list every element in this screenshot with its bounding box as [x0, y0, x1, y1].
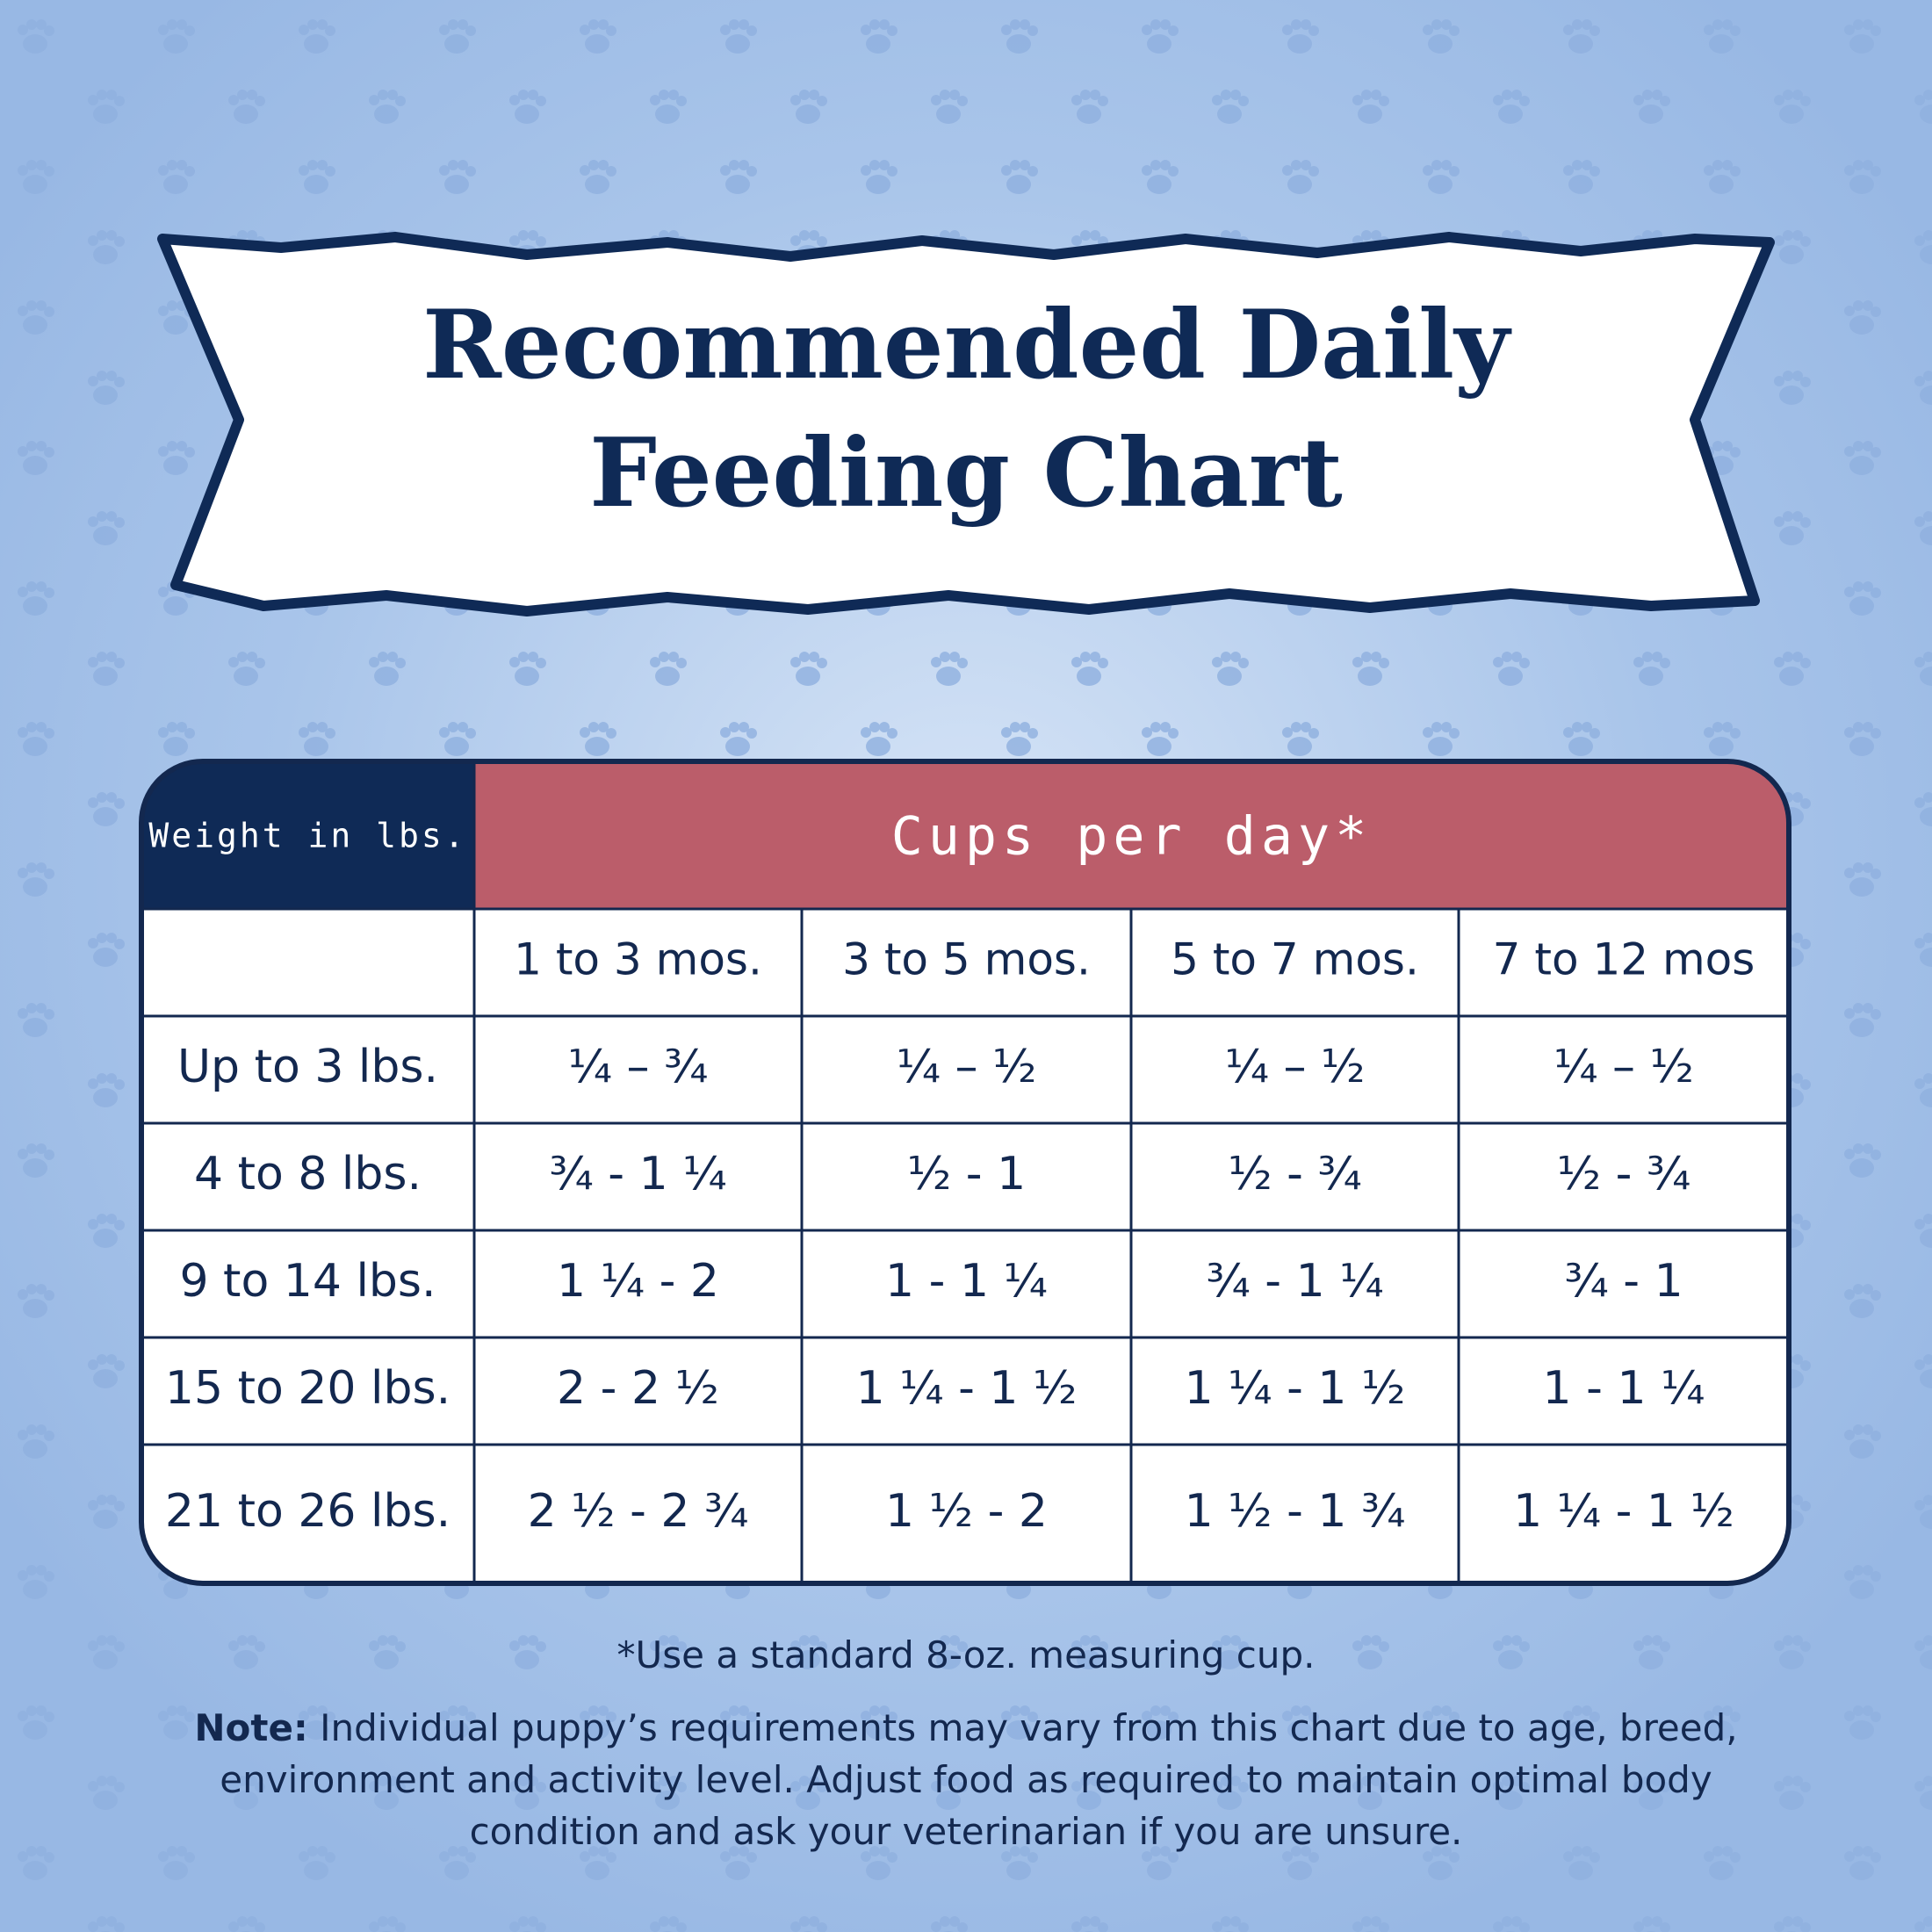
cell: 1 ½ - 2	[885, 1485, 1048, 1538]
table-border	[139, 759, 1791, 1586]
table: Weight in lbs. Cups per day* 1 to 3 mos. 3 …	[141, 761, 1789, 1583]
cell: ¼ – ½	[1225, 1041, 1366, 1093]
cell: ½ - 1	[907, 1148, 1026, 1200]
title-line: Recommended Daily	[422, 290, 1512, 400]
cell: 1 ¼ - 1 ½	[1185, 1362, 1406, 1415]
column-header: 1 to 3 mos.	[514, 934, 762, 985]
column-header: 3 to 5 mos.	[842, 934, 1091, 985]
footnote: *Use a standard 8-oz. measuring cup.	[616, 1633, 1316, 1676]
cell: 1 ¼ - 1 ½	[1513, 1485, 1734, 1538]
cell: ¾ - 1 ¼	[1206, 1255, 1383, 1308]
cell: 1 - 1 ¼	[1543, 1362, 1705, 1415]
cell: ½ - ¾	[1557, 1148, 1691, 1200]
cell: ¾ - 1 ¼	[549, 1148, 726, 1200]
cell: 1 ½ - 1 ¾	[1185, 1485, 1406, 1538]
cell: 1 - 1 ¼	[885, 1255, 1048, 1308]
title-line: Feeding Chart	[589, 418, 1343, 529]
corner-header: Weight in lbs.	[148, 817, 466, 855]
row-header: 15 to 20 lbs.	[165, 1362, 451, 1415]
cell: ¾ - 1	[1564, 1255, 1683, 1308]
cell: ½ - ¾	[1228, 1148, 1362, 1200]
cell: ¼ – ½	[897, 1041, 1037, 1093]
column-header: 7 to 12 mos	[1493, 934, 1755, 985]
cell: 2 - 2 ½	[557, 1362, 719, 1415]
row-header: 4 to 8 lbs.	[194, 1148, 422, 1200]
group-header-bg	[474, 761, 1789, 909]
cell: ¼ – ½	[1554, 1041, 1694, 1093]
cell: 1 ¼ - 2	[557, 1255, 719, 1308]
cell: 1 ¼ - 1 ½	[856, 1362, 1078, 1415]
row-header: 21 to 26 lbs.	[165, 1485, 451, 1538]
note: Note: Individual puppy’s requirements ma…	[176, 1702, 1756, 1857]
row-header: Up to 3 lbs.	[177, 1041, 438, 1093]
note-label: Note:	[194, 1706, 308, 1749]
column-header: 5 to 7 mos.	[1171, 934, 1419, 985]
footer: *Use a standard 8-oz. measuring cup. Not…	[176, 1629, 1756, 1878]
cell: ¼ – ¾	[568, 1041, 709, 1093]
note-text: Individual puppy’s requirements may vary…	[220, 1706, 1738, 1853]
group-header: Cups per day*	[891, 806, 1373, 868]
cell: 2 ½ - 2 ¾	[528, 1485, 749, 1538]
corner-header-bg	[141, 761, 474, 909]
row-header: 9 to 14 lbs.	[179, 1255, 436, 1308]
banner	[157, 232, 1775, 616]
